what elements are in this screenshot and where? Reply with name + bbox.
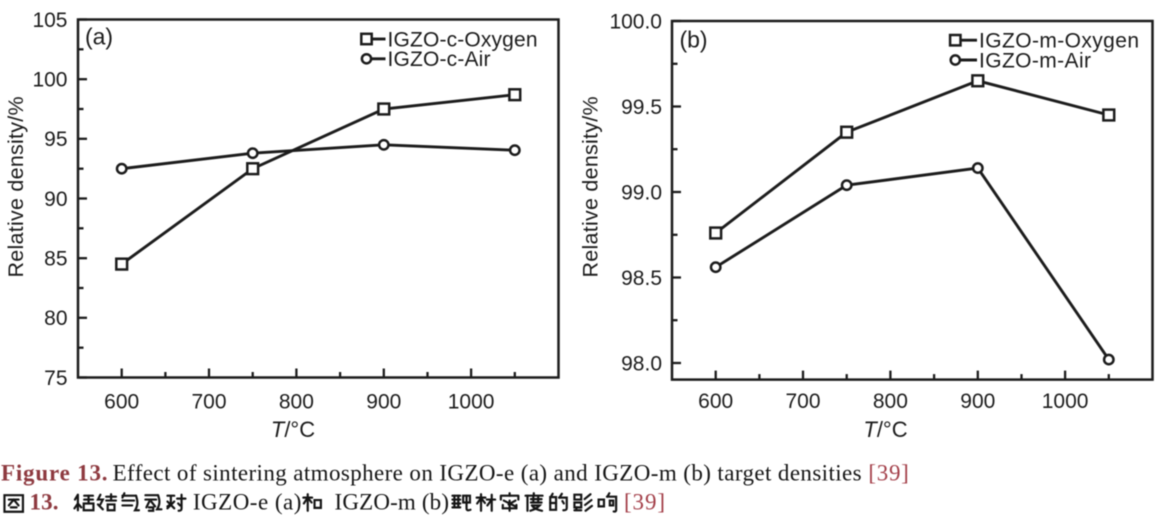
svg-text:T/°C: T/°C	[271, 417, 315, 442]
svg-text:900: 900	[366, 390, 401, 413]
svg-text:900: 900	[960, 390, 995, 413]
svg-text:99.0: 99.0	[621, 181, 662, 204]
svg-text:105: 105	[32, 9, 67, 32]
svg-text:[39]: [39]	[868, 460, 908, 485]
svg-text:IGZO-m-Oxygen: IGZO-m-Oxygen	[979, 30, 1139, 53]
svg-text:98.5: 98.5	[621, 267, 662, 290]
svg-text:600: 600	[698, 390, 733, 413]
svg-text:IGZO-m-Air: IGZO-m-Air	[979, 49, 1091, 72]
svg-text:1000: 1000	[1042, 390, 1089, 413]
svg-text:700: 700	[191, 390, 226, 413]
svg-text:(a): (a)	[85, 23, 113, 49]
svg-text:IGZO-c-Oxygen: IGZO-c-Oxygen	[388, 28, 538, 51]
svg-text:Relative density/%: Relative density/%	[579, 96, 603, 277]
svg-text:800: 800	[873, 390, 908, 413]
svg-text:99.5: 99.5	[621, 96, 662, 119]
svg-text:100.0: 100.0	[609, 10, 662, 33]
svg-text:600: 600	[104, 390, 139, 413]
svg-text:800: 800	[279, 390, 314, 413]
svg-text:IGZO-e (a): IGZO-e (a)	[193, 490, 302, 515]
svg-text:Relative density/%: Relative density/%	[4, 96, 28, 277]
svg-text:(b): (b)	[679, 27, 707, 53]
svg-text:90: 90	[44, 188, 67, 211]
svg-text:[39]: [39]	[624, 490, 665, 515]
svg-text:IGZO-m (b): IGZO-m (b)	[335, 490, 450, 515]
svg-text:T/°C: T/°C	[863, 417, 907, 442]
svg-text:85: 85	[44, 248, 67, 271]
svg-text:700: 700	[785, 390, 820, 413]
svg-text:13.: 13.	[30, 490, 59, 515]
svg-text:Effect of sintering atmosphere: Effect of sintering atmosphere on IGZO-e…	[113, 460, 862, 485]
svg-text:IGZO-c-Air: IGZO-c-Air	[388, 48, 491, 71]
svg-text:100: 100	[32, 69, 67, 92]
svg-text:75: 75	[44, 367, 67, 390]
svg-text:80: 80	[44, 307, 67, 330]
svg-text:Figure 13.: Figure 13.	[1, 460, 108, 485]
svg-text:98.0: 98.0	[621, 352, 662, 375]
svg-text:1000: 1000	[448, 390, 495, 413]
svg-text:95: 95	[44, 128, 67, 151]
